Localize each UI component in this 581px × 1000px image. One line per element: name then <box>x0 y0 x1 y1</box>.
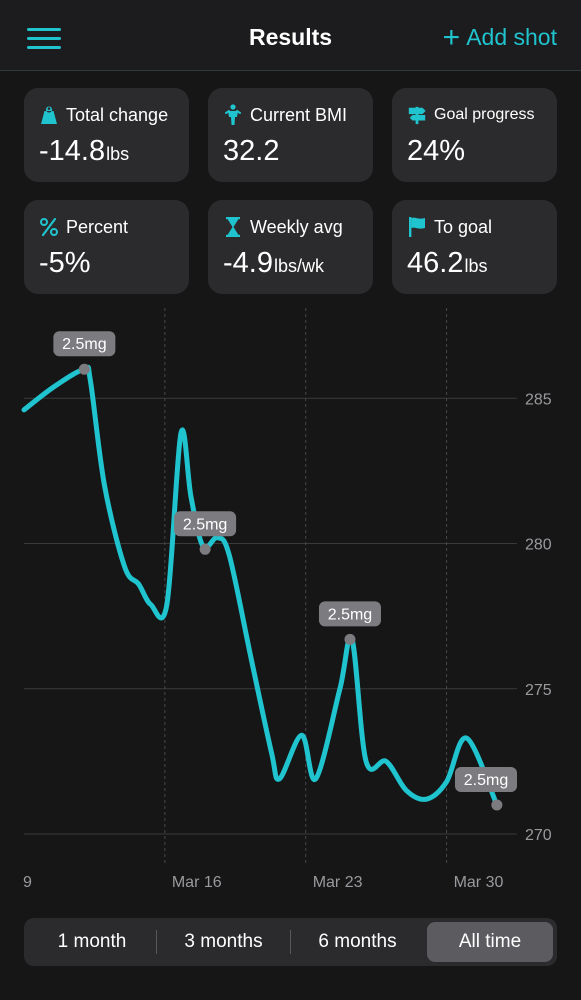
signpost-icon <box>407 104 427 126</box>
y-tick-label: 270 <box>525 827 552 844</box>
stat-card-to-goal: To goal 46.2lbs <box>392 200 557 294</box>
range-3-months[interactable]: 3 months <box>184 931 263 952</box>
dose-label: 2.5mg <box>183 516 227 533</box>
dose-point[interactable] <box>199 543 211 555</box>
stat-value: 46.2 <box>407 247 464 279</box>
stat-value: 32.2 <box>223 135 280 167</box>
range-1-month[interactable]: 1 month <box>57 931 127 952</box>
add-shot-label: Add shot <box>466 24 557 50</box>
y-tick-label: 285 <box>525 391 552 408</box>
stat-label: To goal <box>434 216 493 237</box>
plus-icon: + <box>442 20 461 54</box>
dose-label: 2.5mg <box>464 772 508 789</box>
weight-chart[interactable]: 285 280 275 270 9 Mar 16 Mar 23 Mar 30 2.5mg 2.… <box>0 300 581 900</box>
stat-value: -14.8 <box>39 135 106 167</box>
stat-card-weekly-avg: Weekly avg -4.9lbs/wk <box>208 200 373 294</box>
add-shot-button[interactable]: + Add shot <box>442 20 557 54</box>
dose-point[interactable] <box>344 633 356 645</box>
dose-point[interactable] <box>491 799 503 811</box>
dose-label-bg <box>174 511 237 537</box>
hourglass-icon <box>223 216 243 238</box>
x-tick-label: Mar 30 <box>454 874 504 891</box>
divider <box>290 930 291 954</box>
dose-label: 2.5mg <box>328 606 372 623</box>
stat-unit: lbs <box>464 256 488 276</box>
dose-label-bg <box>53 331 116 357</box>
y-tick-label: 280 <box>525 537 552 554</box>
stat-label: Total change <box>66 104 169 125</box>
stat-value: 24% <box>407 135 466 167</box>
stat-label: Percent <box>66 216 129 237</box>
range-all-time[interactable]: All time <box>427 922 553 962</box>
menu-icon[interactable] <box>27 28 61 50</box>
y-tick-label: 275 <box>525 682 552 699</box>
range-6-months[interactable]: 6 months <box>318 931 397 952</box>
dose-label-bg <box>455 766 517 792</box>
x-tick-label: 9 <box>23 874 32 891</box>
divider <box>156 930 157 954</box>
dose-point[interactable] <box>78 363 90 375</box>
stat-card-current-bmi: Current BMI 32.2 <box>208 88 373 182</box>
top-bar: Results + Add shot <box>0 0 581 71</box>
person-icon <box>223 104 243 126</box>
flag-icon <box>407 216 427 238</box>
scale-weight-icon <box>39 104 59 126</box>
stat-unit: lbs/wk <box>273 256 324 276</box>
stat-value: -5% <box>39 247 91 279</box>
range-selector: 1 month 3 months 6 months All time <box>24 918 557 966</box>
stat-label: Goal progress <box>434 106 535 123</box>
stat-value: -4.9 <box>223 247 273 279</box>
percent-icon <box>39 216 59 238</box>
x-tick-label: Mar 16 <box>172 874 222 891</box>
stat-card-total-change: Total change -14.8lbs <box>24 88 189 182</box>
stat-card-percent: Percent -5% <box>24 200 189 294</box>
dose-label-bg <box>318 601 381 627</box>
stat-card-goal-progress: Goal progress 24% <box>392 88 557 182</box>
x-tick-label: Mar 23 <box>313 874 363 891</box>
stat-label: Weekly avg <box>250 216 343 237</box>
dose-label: 2.5mg <box>62 336 106 353</box>
stat-label: Current BMI <box>250 104 348 125</box>
page-title: Results <box>248 24 333 50</box>
weight-line <box>21 364 500 808</box>
stat-unit: lbs <box>106 144 130 164</box>
